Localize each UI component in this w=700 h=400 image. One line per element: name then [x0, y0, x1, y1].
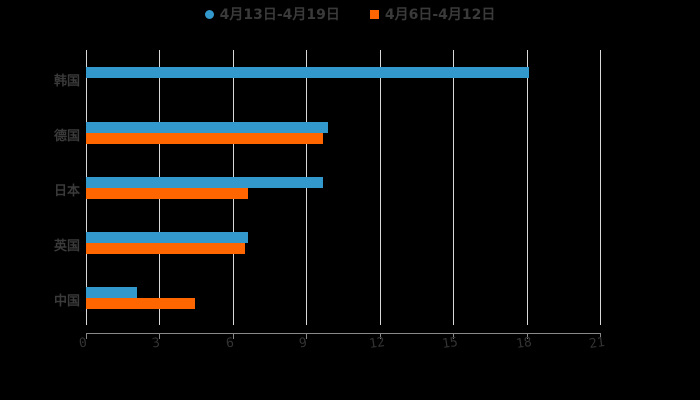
legend-item-week2[interactable]: 4月13日-4月19日 [204, 4, 340, 24]
bar[interactable] [86, 287, 138, 298]
x-tick [526, 333, 528, 339]
x-tick [306, 333, 308, 339]
x-tick [379, 333, 381, 339]
legend-item-week1[interactable]: 4月6日-4月12日 [369, 4, 496, 24]
x-tick [232, 333, 234, 339]
category-label: 韩国 [53, 74, 80, 89]
x-tick [159, 333, 161, 339]
x-tick [600, 333, 601, 339]
x-tick-label: 15 [441, 334, 459, 353]
bar[interactable] [86, 122, 329, 133]
bar[interactable] [86, 133, 324, 144]
gridline [453, 50, 455, 325]
category-label: 中国 [53, 294, 80, 309]
category-label: 英国 [53, 239, 80, 254]
bar[interactable] [86, 67, 530, 78]
bar[interactable] [86, 298, 195, 309]
gridline [379, 50, 381, 325]
legend-square-icon [369, 9, 379, 19]
x-tick [86, 333, 87, 339]
x-tick-label: 21 [588, 334, 606, 353]
category-label: 日本 [53, 184, 80, 199]
x-tick-label: 12 [367, 334, 386, 353]
legend-label: 4月6日-4月12日 [384, 7, 496, 23]
category-label: 德国 [53, 129, 80, 144]
x-tick [453, 333, 455, 339]
legend-circle-icon [204, 9, 214, 19]
x-tick-label: 6 [224, 335, 235, 352]
gridline [600, 50, 601, 325]
plot-area [86, 50, 601, 325]
x-axis [86, 333, 600, 334]
gridline [526, 50, 528, 325]
bar[interactable] [86, 177, 324, 188]
x-tick-label: 18 [514, 334, 533, 353]
legend-label: 4月13日-4月19日 [219, 7, 340, 23]
bar[interactable] [86, 232, 248, 243]
bar[interactable] [86, 243, 246, 254]
bar[interactable] [86, 188, 248, 199]
chart-legend: 4月13日-4月19日 4月6日-4月12日 [0, 4, 700, 24]
